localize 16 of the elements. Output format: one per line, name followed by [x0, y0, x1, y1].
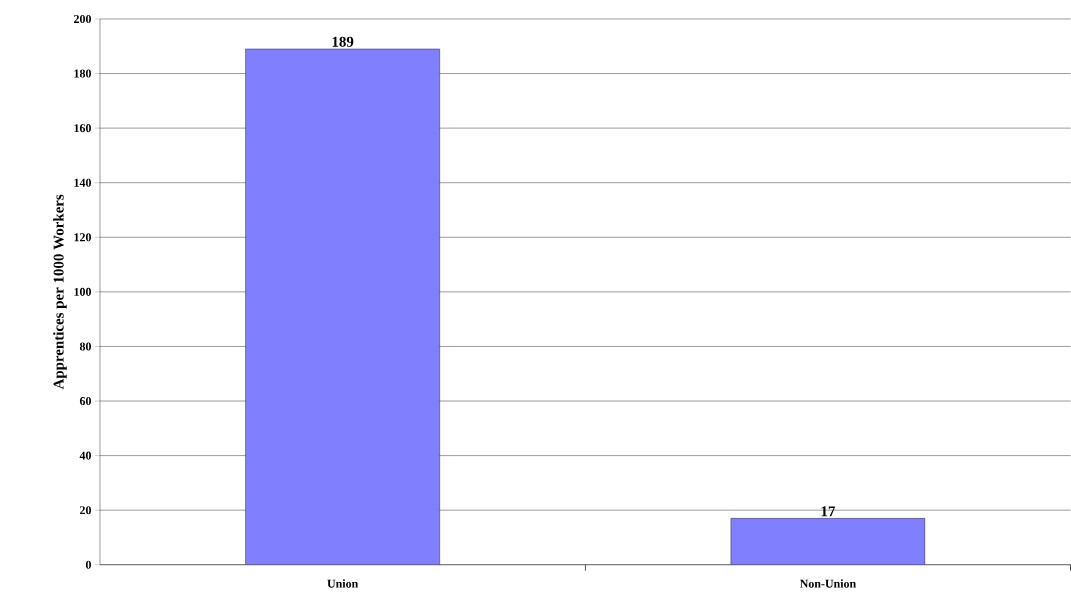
y-tick-label: 20 [80, 506, 91, 515]
y-tick-label: 100 [74, 287, 91, 297]
y-tick-label: 160 [74, 124, 91, 133]
y-tick-label: 80 [79, 342, 91, 351]
data-label: 189 [332, 36, 354, 47]
y-tick-label: 120 [74, 233, 91, 242]
y-tick-label: 180 [74, 69, 91, 78]
y-axis-title: Apprentices per 1000 Workers [53, 194, 67, 390]
y-tick-label: 140 [74, 178, 91, 187]
data-label: 17 [821, 506, 836, 517]
x-tick-label: Non-Union [799, 579, 856, 588]
y-tick-label: 40 [79, 451, 91, 460]
y-tick-label: 200 [74, 15, 91, 24]
x-tick-label: Union [327, 579, 359, 588]
y-tick-label: 60 [79, 397, 91, 406]
y-tick-label: 0 [85, 560, 91, 569]
